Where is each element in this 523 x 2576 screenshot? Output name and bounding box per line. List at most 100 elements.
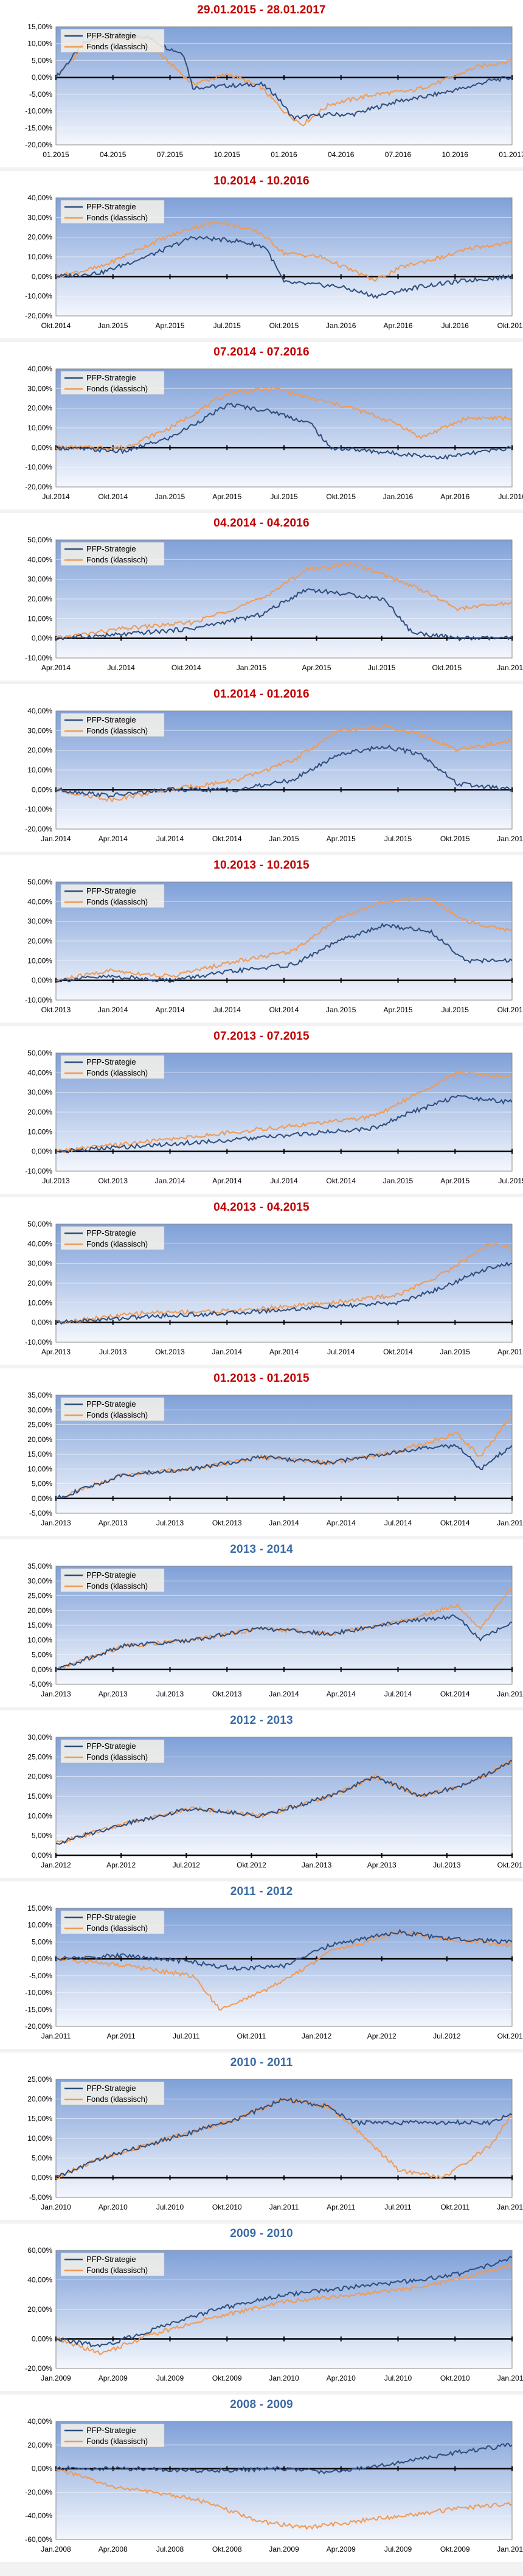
x-tick-label: 04.2016	[328, 150, 355, 159]
y-tick-label: 0,00%	[32, 1494, 52, 1503]
x-tick-label: Apr.2011	[327, 2203, 355, 2211]
x-tick-label: Apr.2009	[327, 2545, 356, 2553]
legend-label-fund: Fonds (klassisch)	[86, 1410, 148, 1419]
y-tick-label: 10,00%	[27, 1636, 52, 1644]
x-tick-label: Jan.2010	[269, 2374, 299, 2382]
legend-label-fund: Fonds (klassisch)	[86, 1923, 148, 1933]
x-tick-label: 10.2015	[214, 150, 241, 159]
y-tick-label: 30,00%	[27, 726, 52, 735]
x-tick-label: Jul.2015	[442, 1006, 469, 1014]
x-tick-label: Jan.2015	[383, 1177, 414, 1185]
y-tick-label: 5,00%	[32, 2154, 52, 2162]
line-chart: 15,00% 10,00% 5,00% 0,00% -5,00% -10,00% -15,0…	[25, 1905, 523, 2040]
x-tick-label: Jan.2016	[326, 321, 356, 330]
x-tick-label: Jan.2014	[41, 835, 71, 843]
y-tick-label: -15,00%	[25, 124, 52, 132]
legend-label-fund: Fonds (klassisch)	[86, 1068, 148, 1077]
chart-title: 2009 - 2010	[230, 2227, 293, 2240]
y-tick-label: 40,00%	[27, 897, 52, 906]
x-tick-label: Jul.2009	[384, 2545, 412, 2553]
x-tick-label: Okt.2014	[212, 835, 242, 843]
line-chart: 30,00% 25,00% 20,00% 15,00% 10,00% 5,00% 0,00%…	[27, 1734, 523, 1869]
legend-box	[60, 371, 165, 395]
legend-box	[60, 542, 165, 566]
x-tick-label: Jan.2014	[269, 1519, 299, 1527]
y-tick-label: 10,00%	[27, 253, 52, 261]
x-tick-label: Jul.2014	[270, 1177, 298, 1185]
x-tick-label: Okt.2011	[237, 2032, 266, 2040]
chart-title: 07.2013 - 07.2015	[213, 1030, 310, 1043]
x-tick-label: Okt.2013	[212, 1690, 242, 1698]
legend-box	[60, 884, 165, 908]
y-tick-label: 25,00%	[27, 1421, 52, 1429]
legend-box	[60, 713, 165, 737]
y-tick-label: 40,00%	[27, 1239, 52, 1248]
x-tick-label: Okt.2015	[497, 1006, 523, 1014]
x-tick-label: Okt.2015	[269, 321, 299, 330]
y-tick-label: 20,00%	[27, 1108, 52, 1116]
series-line-fund	[55, 386, 513, 451]
series-line-fund	[55, 1069, 513, 1153]
y-tick-label: 0,00%	[32, 1851, 52, 1860]
y-tick-label: 0,00%	[32, 634, 52, 643]
x-tick-label: Apr.2012	[367, 2032, 397, 2040]
x-tick-label: Apr.2015	[327, 835, 356, 843]
y-tick-label: -20,00%	[25, 2488, 52, 2496]
x-tick-label: Jan.2014	[98, 1006, 128, 1014]
y-tick-label: 40,00%	[27, 194, 52, 202]
line-chart: 50,00% 40,00% 30,00% 20,00% 10,00% 0,00% -10,0…	[25, 1049, 523, 1185]
line-chart: 40,00% 30,00% 20,00% 10,00% 0,00% -10,00% -20,…	[25, 707, 523, 843]
y-tick-label: 30,00%	[27, 1259, 52, 1268]
series-line-strategy	[55, 236, 513, 299]
x-tick-label: Apr.2015	[497, 1348, 523, 1356]
y-tick-label: -10,00%	[25, 654, 52, 662]
x-tick-label: Okt.2014	[269, 1006, 299, 1014]
chart-panel: 01.2014 - 01.2016 40,00% 30,00% 20,00% 10,00…	[0, 684, 523, 852]
x-tick-label: Apr.2015	[383, 1006, 412, 1014]
x-tick-label: Okt.2013	[98, 1177, 128, 1185]
x-tick-label: Jul.2013	[433, 1861, 461, 1869]
x-tick-label: Apr.2015	[212, 492, 241, 501]
legend: PFP-Strategie Fonds (klassisch)	[60, 2081, 165, 2105]
x-tick-label: Jan.2016	[497, 663, 523, 672]
x-tick-label: Jul.2013	[99, 1348, 127, 1356]
x-tick-label: 01.2017	[499, 150, 523, 159]
chart-panel: 29.01.2015 - 28.01.2017 15,00% 10,00% 5,00%…	[0, 0, 523, 167]
y-tick-label: 50,00%	[27, 878, 52, 886]
y-tick-label: 0,00%	[32, 272, 52, 281]
y-tick-label: 5,00%	[32, 1651, 52, 1659]
legend-box	[60, 1226, 165, 1250]
x-tick-label: Jan.2009	[41, 2374, 71, 2382]
series-line-strategy	[55, 1928, 513, 1972]
y-tick-label: 15,00%	[27, 1450, 52, 1458]
x-tick-label: Jan.2016	[497, 835, 523, 843]
line-chart: 25,00% 20,00% 15,00% 10,00% 5,00% 0,00% -5,00%…	[27, 2076, 523, 2211]
chart-title: 10.2013 - 10.2015	[213, 859, 310, 872]
y-tick-label: -40,00%	[25, 2511, 52, 2520]
series-line-strategy	[55, 2097, 513, 2179]
x-tick-label: Apr.2015	[440, 1177, 469, 1185]
y-tick-label: -20,00%	[25, 2022, 52, 2031]
x-tick-label: Apr.2012	[106, 1861, 136, 1869]
x-tick-label: 01.2016	[271, 150, 297, 159]
x-tick-label: Jan.2015	[440, 1348, 471, 1356]
x-tick-label: Apr.2013	[367, 1861, 397, 1869]
legend: PFP-Strategie Fonds (klassisch)	[60, 2252, 165, 2277]
y-tick-label: 20,00%	[27, 233, 52, 242]
y-tick-label: 50,00%	[27, 536, 52, 544]
y-tick-label: 10,00%	[27, 424, 52, 432]
chart-panel: 07.2014 - 07.2016 40,00% 30,00% 20,00% 10,00…	[0, 342, 523, 509]
legend-label-fund: Fonds (klassisch)	[86, 726, 148, 735]
y-tick-label: 30,00%	[27, 213, 52, 222]
y-tick-label: -10,00%	[25, 805, 52, 814]
y-tick-label: 15,00%	[27, 1792, 52, 1801]
x-tick-label: Jul.2011	[173, 2032, 200, 2040]
legend-box	[60, 1055, 165, 1079]
x-tick-label: Jan.2015	[237, 663, 267, 672]
x-tick-label: Apr.2013	[41, 1348, 71, 1356]
series-line-fund	[55, 896, 513, 982]
x-tick-label: Okt.2010	[212, 2203, 242, 2211]
chart-title: 04.2013 - 04.2015	[213, 1201, 310, 1214]
legend: PFP-Strategie Fonds (klassisch)	[60, 542, 165, 566]
chart-panel: 2012 - 2013 30,00% 25,00% 20,00% 15,00% 10,00…	[0, 1710, 523, 1878]
